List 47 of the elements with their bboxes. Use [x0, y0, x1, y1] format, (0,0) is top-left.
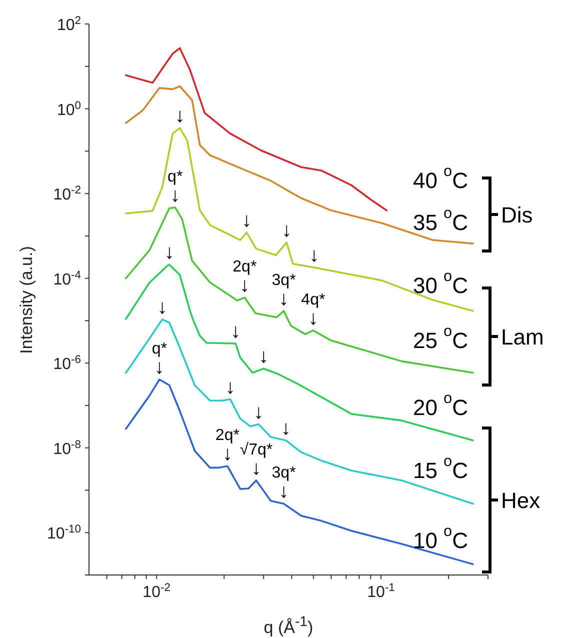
y-tick-label: 10$^{-8}$ — [53, 438, 81, 458]
annotation: ↓ — [225, 376, 236, 398]
annotation: ↓ — [170, 184, 180, 206]
annotation: ↓ — [282, 219, 292, 242]
annotation: ↓ — [308, 307, 318, 330]
y-tick-label: 10$^{-6}$ — [53, 354, 81, 374]
annotation: ↓ — [164, 242, 174, 264]
x-axis-title: q (Å$^{-1}$) — [264, 614, 314, 638]
text: Dis — [501, 202, 533, 227]
annotation: 2q* — [232, 258, 257, 276]
series-label: 15 $^{o}$C — [412, 453, 468, 482]
annotation: 4q* — [301, 290, 326, 308]
y-tick-label: 10$^{-4}$ — [53, 269, 81, 288]
annotation: 3q* — [272, 271, 296, 288]
y-tick-label: 10$^{-10}$ — [47, 524, 81, 543]
annotation: ↓ — [254, 401, 264, 424]
series-label: 35 $^{o}$C — [412, 205, 468, 234]
annotation: ↓ — [174, 105, 185, 128]
annotation: 2q* — [215, 426, 240, 444]
y-tick-label: 10$^{0}$ — [56, 100, 81, 119]
annotation: ↓ — [240, 274, 250, 297]
series-label: 10 $^{o}$C — [412, 523, 468, 552]
annotation: ↓ — [222, 443, 232, 466]
series-label: 25 $^{o}$C — [412, 323, 468, 352]
text: Hex — [501, 488, 540, 512]
annotation: ↓ — [278, 480, 289, 503]
annotation: ↓ — [154, 356, 164, 378]
series-label: 20 $^{o}$C — [412, 390, 468, 420]
annotation: q* — [152, 340, 167, 357]
series-label: 40 $^{o}$C — [412, 163, 468, 192]
y-tick-label: 10$^{2}$ — [56, 15, 81, 34]
x-tick-label: 10$^{-1}$ — [367, 582, 395, 601]
annotation: q* — [168, 168, 183, 185]
annotation: ↓ — [278, 288, 289, 310]
annotation: ↓ — [157, 296, 168, 318]
y-axis-title: Intensity (a.u.) — [17, 246, 37, 354]
annotation: ↓ — [280, 417, 291, 440]
y-tick-label: 10$^{-2}$ — [53, 184, 81, 204]
series-label: 30 $^{o}$C — [412, 268, 468, 298]
annotation: ↓ — [309, 244, 320, 266]
annotation: ↓ — [251, 457, 262, 480]
annotation: ↓ — [230, 320, 241, 342]
annotation: √7q* — [240, 440, 273, 458]
text: Lam — [501, 324, 544, 349]
annotation: ↓ — [258, 346, 269, 368]
annotation: ↓ — [242, 210, 252, 232]
annotation: 3q* — [272, 464, 296, 482]
